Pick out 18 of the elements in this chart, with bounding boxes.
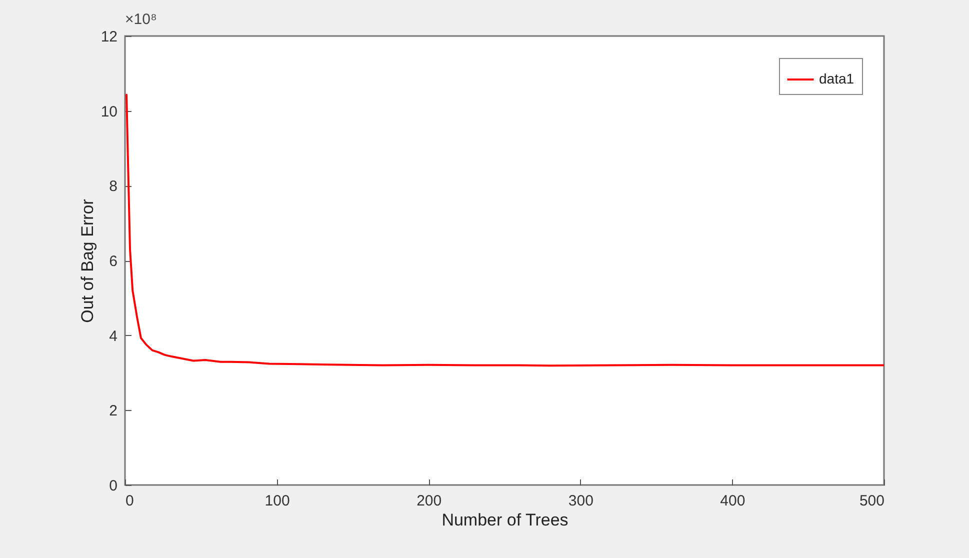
x-tick-label: 100: [264, 492, 290, 510]
y-tick-label: 10: [100, 103, 118, 120]
y-tick-label: 6: [109, 253, 118, 270]
x-tick-label: 0: [126, 492, 134, 510]
x-tick-label: 300: [568, 492, 594, 510]
legend-label: data1: [819, 70, 854, 86]
text: ×10⁸: [125, 11, 157, 28]
x-axis-title: Number of Trees: [442, 510, 568, 530]
x-tick-label: 200: [416, 492, 442, 510]
line-series: [126, 94, 884, 367]
x-tick-label: 400: [720, 492, 746, 510]
y-tick-label: 8: [109, 178, 118, 196]
x-tick-label: 500: [859, 492, 884, 510]
y-tick-label: 0: [109, 478, 118, 494]
y-tick-label: 2: [109, 402, 118, 420]
y-axis-title: Out of Bag Error: [78, 198, 97, 323]
y-tick-label: 12: [100, 28, 118, 46]
y-tick-label: 4: [109, 328, 118, 345]
